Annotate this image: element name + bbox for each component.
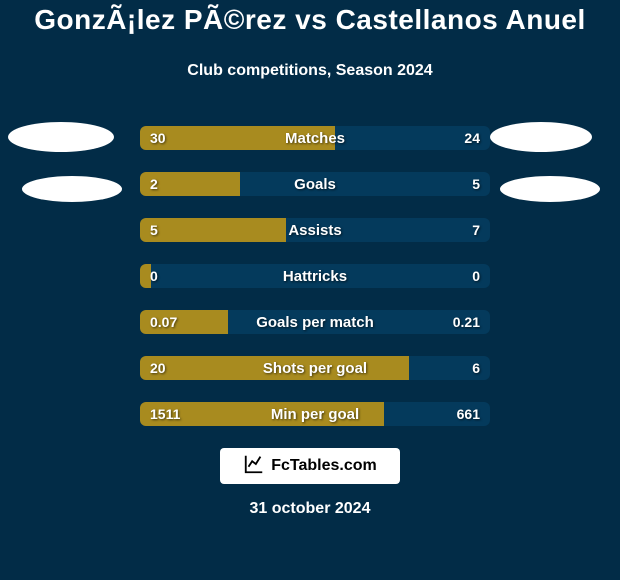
page-title: GonzÃ¡lez PÃ©rez vs Castellanos Anuel bbox=[0, 4, 620, 36]
stat-bar-left bbox=[140, 310, 228, 334]
stat-row: Matches3024 bbox=[140, 126, 490, 150]
chart-icon bbox=[243, 453, 265, 480]
stat-bar-left bbox=[140, 264, 151, 288]
stat-bar-right bbox=[335, 126, 490, 150]
stat-row: Assists57 bbox=[140, 218, 490, 242]
stat-row: Goals25 bbox=[140, 172, 490, 196]
stat-bar-right bbox=[151, 264, 491, 288]
stat-bar-left bbox=[140, 172, 240, 196]
player-photo-right-2 bbox=[500, 176, 600, 202]
comparison-infographic: GonzÃ¡lez PÃ©rez vs Castellanos Anuel Cl… bbox=[0, 0, 620, 580]
stat-row: Shots per goal206 bbox=[140, 356, 490, 380]
player-photo-left-2 bbox=[22, 176, 122, 202]
stat-bar-left bbox=[140, 126, 335, 150]
stat-bar-right bbox=[228, 310, 491, 334]
stat-bar-left bbox=[140, 218, 286, 242]
player-photo-left bbox=[8, 122, 114, 152]
stat-bar-right bbox=[384, 402, 490, 426]
branding-text: FcTables.com bbox=[271, 457, 377, 475]
stat-bar-left bbox=[140, 402, 384, 426]
stat-row: Hattricks00 bbox=[140, 264, 490, 288]
stat-row: Min per goal1511661 bbox=[140, 402, 490, 426]
stat-bar-right bbox=[286, 218, 490, 242]
stat-bars: Matches3024 Goals25 Assists57 Hattricks00 Go… bbox=[140, 126, 490, 448]
stat-bar-right bbox=[240, 172, 490, 196]
stat-bar-left bbox=[140, 356, 409, 380]
branding-badge: FcTables.com bbox=[220, 448, 400, 484]
date-text: 31 october 2024 bbox=[0, 500, 620, 518]
player-photo-right bbox=[490, 122, 592, 152]
stat-bar-right bbox=[409, 356, 490, 380]
stat-row: Goals per match0.070.21 bbox=[140, 310, 490, 334]
subtitle: Club competitions, Season 2024 bbox=[0, 62, 620, 80]
